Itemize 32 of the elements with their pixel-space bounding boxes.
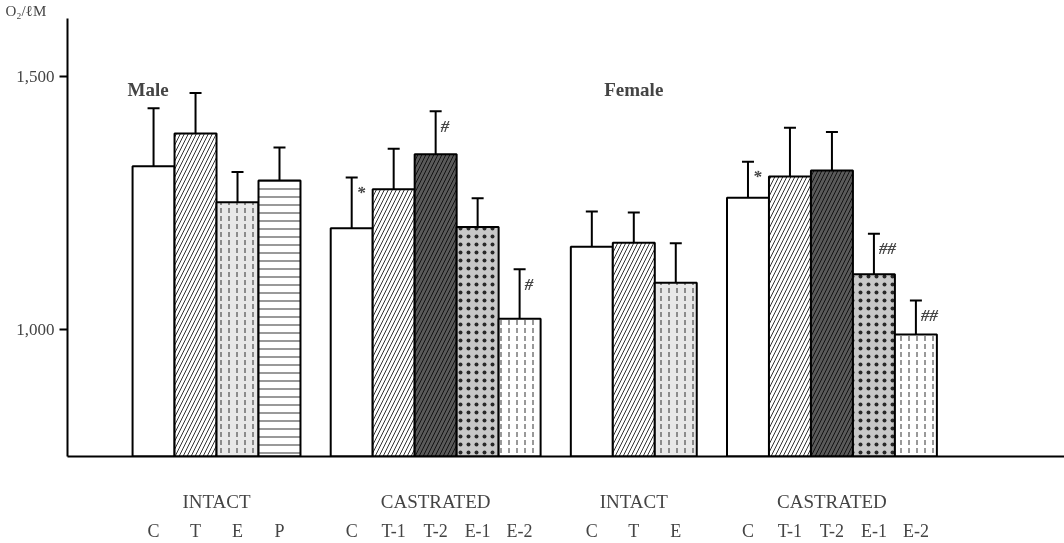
text: INTACT	[599, 490, 669, 512]
annotation: #	[439, 116, 450, 136]
x-tick-label: T-1	[777, 520, 803, 541]
x-tick-label: E-2	[506, 520, 533, 541]
annotation: *	[356, 183, 366, 203]
y-axis-title: O₂/ℓM	[5, 2, 47, 19]
annotation: Male	[127, 78, 169, 100]
annotation: ##	[877, 239, 897, 259]
x-tick-label: C	[741, 520, 754, 541]
x-tick-label: T-2	[819, 520, 845, 541]
text: CASTRATED	[777, 490, 887, 512]
x-tick-label: P	[274, 520, 285, 541]
annotation: #	[523, 274, 534, 294]
x-tick-label: T	[628, 520, 640, 541]
y-tick-label: 1,500	[16, 67, 55, 87]
y-tick-label: 1,000	[16, 320, 55, 340]
annotation: ##	[919, 306, 939, 326]
x-tick-label: T	[190, 520, 202, 541]
annotation: *	[753, 167, 763, 187]
x-tick-label: C	[147, 520, 160, 541]
x-tick-label: E	[232, 520, 244, 541]
annotation: Female	[604, 78, 664, 100]
x-tick-label: T-2	[423, 520, 448, 541]
text: CASTRATED	[380, 490, 491, 512]
x-tick-label: E-2	[902, 520, 929, 541]
x-tick-label: E-1	[464, 520, 491, 541]
x-tick-label: T-1	[381, 520, 406, 541]
x-tick-label: C	[345, 520, 358, 541]
x-tick-label: E	[670, 520, 682, 541]
text: INTACT	[182, 490, 251, 512]
x-tick-label: E-1	[860, 520, 887, 541]
x-tick-label: C	[585, 520, 598, 541]
